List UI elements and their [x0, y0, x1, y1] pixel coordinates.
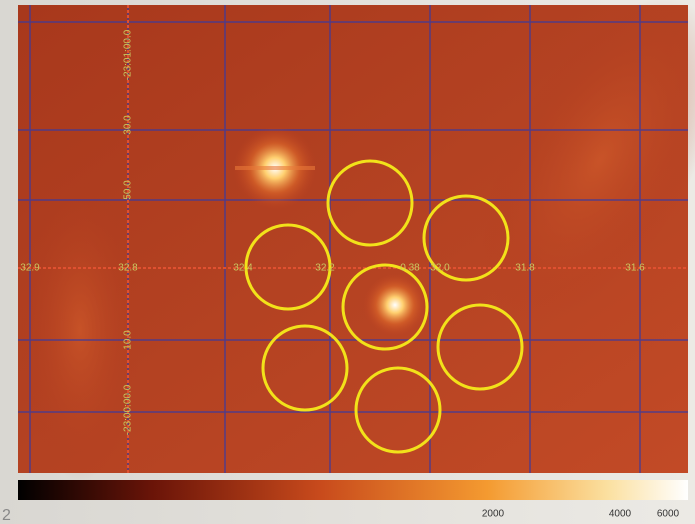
- colorbar-labels: 2000 4000 6000: [482, 509, 680, 520]
- colorbar-label: 4000: [609, 509, 632, 520]
- ra-label: 32.0: [430, 263, 450, 274]
- dec-label: 50.0: [123, 180, 134, 200]
- ra-label: 0.38: [400, 263, 420, 274]
- dec-label: -23:01:00.0: [123, 29, 134, 80]
- dec-label: -23:00:00.0: [123, 384, 134, 435]
- ra-label: 32.4: [233, 263, 253, 274]
- colorbar-label: 2000: [482, 509, 505, 520]
- ra-label: 32.8: [118, 263, 138, 274]
- ra-label: 32.2: [315, 263, 335, 274]
- ra-label: 31.8: [515, 263, 535, 274]
- ra-label: 32.9: [20, 263, 40, 274]
- page-number: 2: [2, 507, 11, 524]
- figure: 32.9 32.8 32.4 32.2 0.38 32.0 31.8 31.6 -23:01:0…: [0, 0, 695, 524]
- colorbar: [18, 480, 688, 500]
- page: 32.9 32.8 32.4 32.2 0.38 32.0 31.8 31.6 -23:01:0…: [0, 0, 695, 524]
- dec-label: 10.0: [123, 330, 134, 350]
- dec-label: 30.0: [123, 115, 134, 135]
- colorbar-label: 6000: [657, 509, 680, 520]
- diffraction-spike: [235, 166, 315, 170]
- ra-label: 31.6: [625, 263, 645, 274]
